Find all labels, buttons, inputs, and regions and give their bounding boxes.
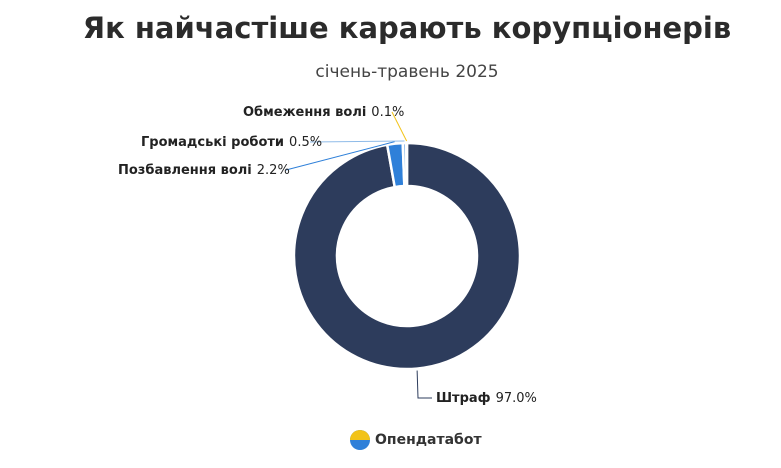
value-label: 0.5% xyxy=(289,135,322,150)
data-label: Позбавлення волі 2.2% xyxy=(118,163,290,178)
category-label: Громадські роботи xyxy=(141,135,284,150)
category-label: Штраф xyxy=(436,391,491,406)
data-label: Обмеження волі 0.1% xyxy=(243,105,404,120)
value-label: 97.0% xyxy=(496,391,537,406)
leader-line xyxy=(309,140,405,143)
leader-line xyxy=(285,141,395,171)
logo-icon-top xyxy=(350,430,370,440)
data-label: Громадські роботи 0.5% xyxy=(141,135,322,150)
data-label: Штраф 97.0% xyxy=(436,391,537,406)
leader-line xyxy=(391,111,408,142)
category-label: Обмеження волі xyxy=(243,105,366,120)
chart-subtitle: січень-травень 2025 xyxy=(315,62,498,82)
category-label: Позбавлення волі xyxy=(118,163,252,178)
chart-title: Як найчастіше карають корупціонерів xyxy=(83,11,731,45)
slice xyxy=(292,141,522,371)
source-logo: Опендатабот xyxy=(350,430,482,450)
value-label: 2.2% xyxy=(257,163,290,178)
source: Опендатабот xyxy=(375,432,482,448)
value-label: 0.1% xyxy=(371,105,404,120)
slice xyxy=(405,141,409,188)
leader-line xyxy=(416,370,432,399)
